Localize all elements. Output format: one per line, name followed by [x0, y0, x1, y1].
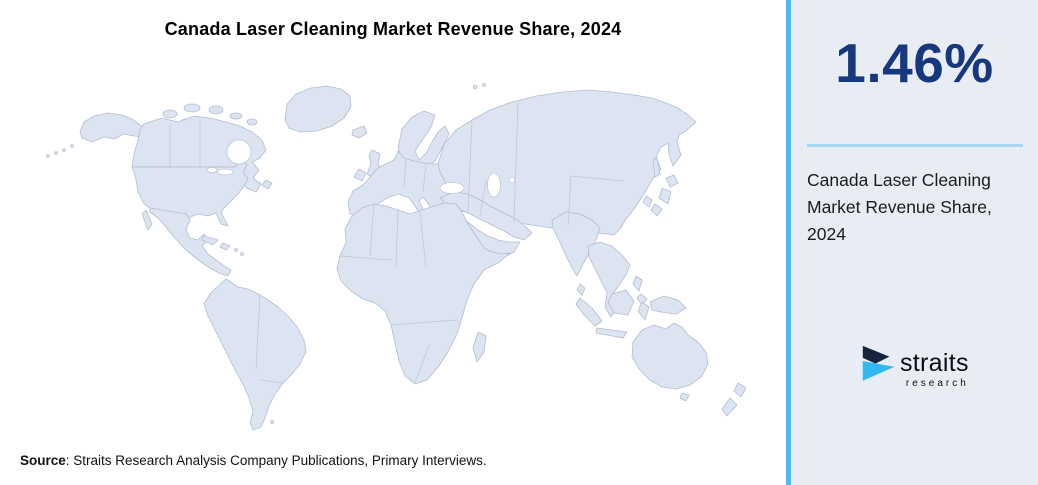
page-title: Canada Laser Cleaning Market Revenue Sha…	[164, 19, 622, 39]
panel-divider	[806, 144, 1023, 147]
logo-wordmark: straits	[900, 349, 969, 377]
map-south-america	[203, 278, 307, 431]
world-map	[46, 83, 747, 431]
map-africa	[336, 202, 511, 385]
straits-research-logo: straits research	[859, 342, 969, 389]
stat-panel: 1.46% Canada Laser Cleaning Market Reven…	[791, 0, 1038, 485]
map-australia	[631, 322, 709, 390]
map-russia-asia	[437, 89, 697, 236]
map-greenland	[284, 85, 352, 133]
map-indonesia	[575, 297, 603, 327]
stat-value: 1.46%	[835, 32, 994, 94]
logo-subtitle: research	[905, 378, 969, 389]
source-label: Source	[20, 453, 66, 468]
source-note: Source: Straits Research Analysis Compan…	[20, 453, 487, 468]
straits-logo-icon	[862, 345, 895, 381]
map-madagascar	[472, 331, 487, 363]
map-new-zealand	[733, 382, 747, 398]
map-section: Canada Laser Cleaning Market Revenue Sha…	[20, 19, 747, 468]
source-text: : Straits Research Analysis Company Publ…	[65, 453, 487, 468]
map-mexico	[149, 207, 232, 277]
map-middle-east	[439, 191, 533, 241]
map-new-guinea	[649, 295, 687, 315]
map-canada	[131, 115, 267, 193]
panel-accent-bar	[786, 0, 791, 485]
map-japan	[665, 174, 679, 188]
map-india	[551, 211, 601, 277]
map-alaska	[79, 112, 147, 143]
map-iceland	[351, 125, 368, 139]
stat-caption: Canada Laser Cleaning Market Revenue Sha…	[807, 170, 992, 244]
